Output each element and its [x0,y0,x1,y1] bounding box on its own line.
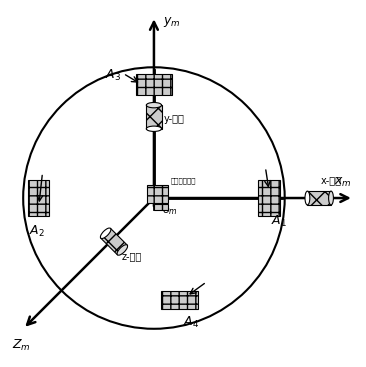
Bar [136,74,172,95]
Bar [146,105,161,129]
Text: $A_4$: $A_4$ [183,315,199,330]
Ellipse shape [329,191,333,205]
Ellipse shape [305,191,310,205]
Bar [101,228,127,255]
Bar [154,204,168,210]
Text: $A_3$: $A_3$ [105,68,121,83]
Text: $\mathit{o_m}$: $\mathit{o_m}$ [162,205,178,217]
Ellipse shape [146,102,161,108]
Text: $\mathit{Z_m}$: $\mathit{Z_m}$ [12,338,31,353]
Bar [28,180,49,216]
Bar [307,191,331,205]
Text: 三轴加速度计: 三轴加速度计 [170,177,196,184]
Text: $\mathit{y_m}$: $\mathit{y_m}$ [163,15,181,29]
Bar [161,291,198,309]
Text: $A_2$: $A_2$ [29,224,45,239]
Ellipse shape [100,228,111,239]
Text: y-陀螺: y-陀螺 [164,114,185,124]
Ellipse shape [146,126,161,131]
Text: z-陀螺: z-陀螺 [121,251,142,261]
Text: $\mathit{x_m}$: $\mathit{x_m}$ [334,176,352,189]
Ellipse shape [117,245,128,255]
Bar [147,185,168,203]
Text: $A_1$: $A_1$ [271,214,287,229]
Bar [258,180,280,216]
Text: x-陀螺: x-陀螺 [321,175,342,185]
